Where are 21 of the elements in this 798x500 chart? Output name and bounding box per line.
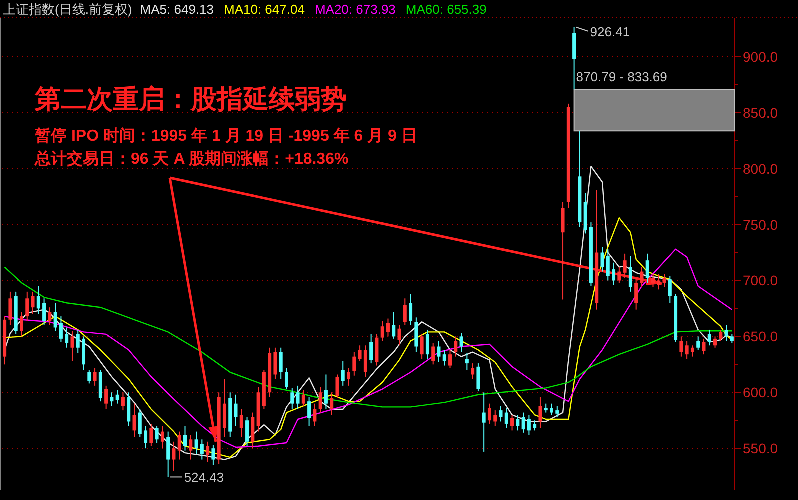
y-tick-label: 850.0 [743,104,778,121]
band-label: 870.79 - 833.69 [576,70,668,85]
y-tick-label: 700.0 [743,272,778,289]
text: MA5: 649.13 [140,2,214,17]
text: MA10: 647.04 [224,2,305,17]
value-note: 926.41 [576,24,630,40]
y-tick-label: 600.0 [743,384,778,401]
y-tick-label: 900.0 [743,48,778,65]
y-tick-label: 650.0 [743,328,778,345]
y-tick-label: 550.0 [743,440,778,457]
text: MA20: 673.93 [314,2,396,17]
y-tick-label: 800.0 [743,160,778,177]
annotation: 总计交易日：96 天 A 股期间涨幅：+18.36% [34,149,349,168]
y-tick-label: 750.0 [743,216,778,233]
annotation: 926.41 [590,24,630,40]
annotation: 暂停 IPO 时间：1995 年 1 月 19 日 -1995 年 6 月 9 日 [34,127,418,145]
text: MA60: 655.39 [406,2,487,17]
value-note: 524.43 [170,470,224,486]
annotation: 第二次重启：股指延续弱势 [34,84,347,114]
chart-title: 上证指数(日线.前复权) [3,2,132,17]
annotation: 524.43 [184,470,224,486]
